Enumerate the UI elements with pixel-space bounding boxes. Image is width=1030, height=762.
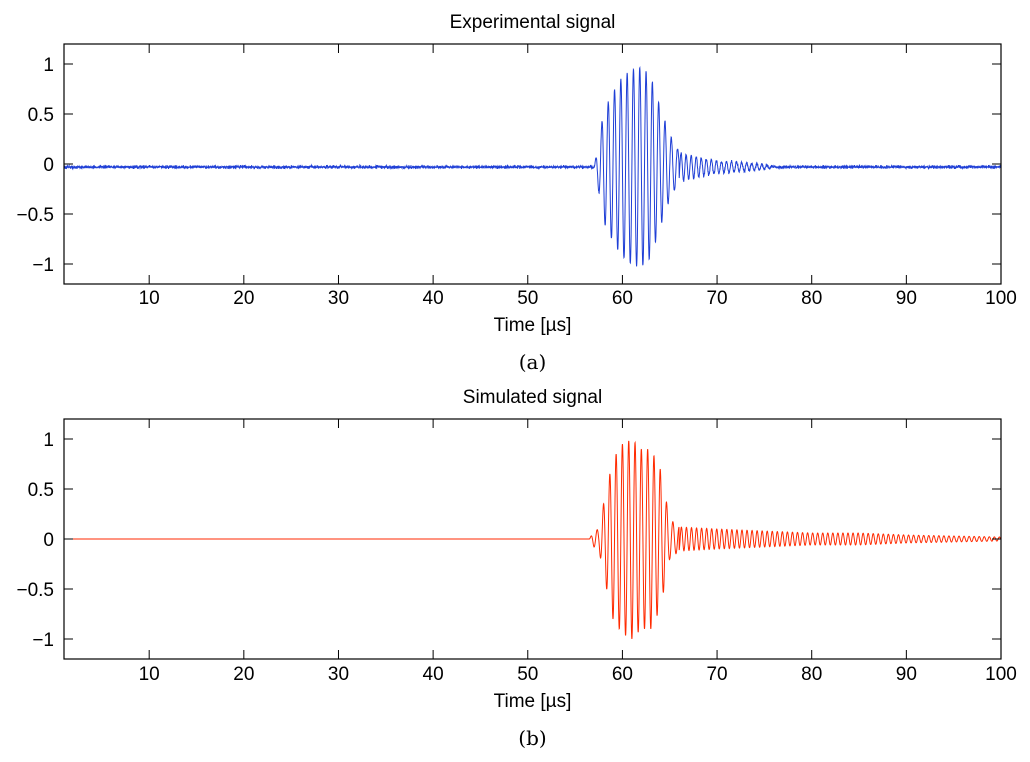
y-tick-label: 1	[43, 55, 54, 76]
y-tick-label: 0.5	[28, 105, 54, 126]
y-tick-label: −1	[32, 255, 54, 276]
x-tick-label: 60	[612, 664, 633, 685]
x-tick-label: 50	[517, 288, 538, 309]
x-axis-label: Time [µs]	[494, 691, 572, 712]
x-tick-label: 90	[896, 288, 917, 309]
y-tick-label: 0	[43, 155, 54, 176]
x-tick-label: 20	[233, 288, 254, 309]
y-tick-label: −1	[32, 630, 54, 651]
x-tick-label: 50	[517, 664, 538, 685]
x-axis-label: Time [µs]	[494, 315, 572, 336]
x-tick-label: 70	[706, 288, 727, 309]
x-tick-label: 30	[328, 288, 349, 309]
x-tick-label: 10	[139, 288, 160, 309]
subfigure-caption: (a)	[519, 350, 547, 374]
x-tick-label: 30	[328, 664, 349, 685]
x-tick-label: 80	[801, 288, 822, 309]
x-tick-label: 100	[985, 288, 1017, 309]
x-tick-label: 70	[706, 664, 727, 685]
signal-line	[64, 440, 1001, 640]
y-tick-label: 0.5	[28, 480, 54, 501]
y-tick-label: 0	[43, 530, 54, 551]
y-tick-label: −0.5	[16, 205, 54, 226]
x-tick-label: 80	[801, 664, 822, 685]
y-tick-label: 1	[43, 430, 54, 451]
x-tick-label: 40	[423, 664, 444, 685]
signal-line	[64, 65, 1001, 267]
x-tick-label: 60	[612, 288, 633, 309]
x-tick-label: 20	[233, 664, 254, 685]
subfigure-caption: (b)	[518, 726, 546, 750]
plot-frame	[63, 43, 1002, 285]
chart-title: Experimental signal	[450, 12, 616, 33]
x-tick-label: 10	[139, 664, 160, 685]
x-tick-label: 100	[985, 664, 1017, 685]
x-tick-label: 40	[423, 288, 444, 309]
x-tick-label: 90	[896, 664, 917, 685]
chart-title: Simulated signal	[463, 387, 602, 408]
y-tick-label: −0.5	[16, 580, 54, 601]
chart-b: Simulated signal 10 20 30 40 50 60 70 80 90 100 1 0.…	[16, 387, 1016, 750]
